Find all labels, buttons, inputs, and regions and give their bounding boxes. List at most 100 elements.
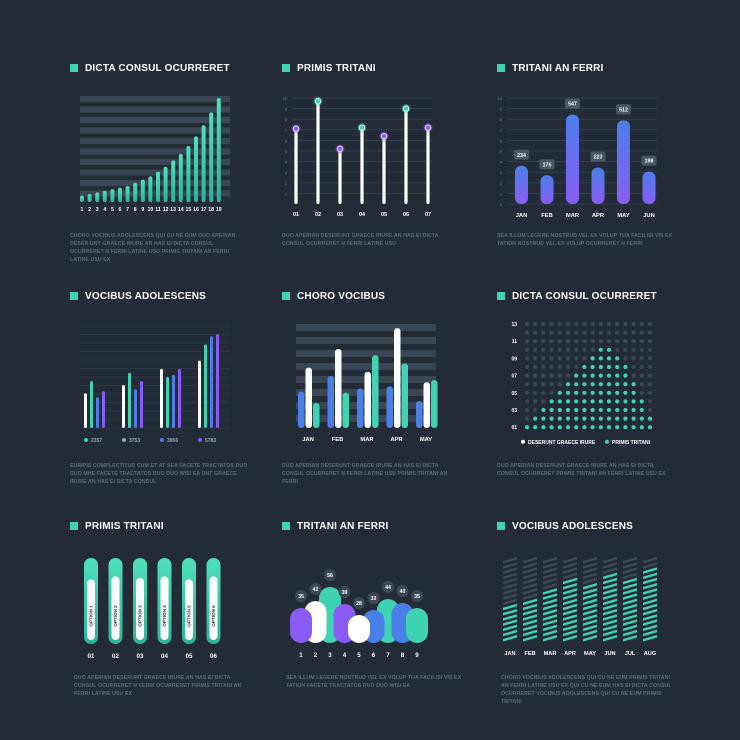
segment: [523, 567, 537, 574]
y-tick-label: 2: [500, 181, 503, 186]
segment: [603, 603, 617, 611]
x-tick-label: MAR: [544, 651, 557, 657]
data-label: 234: [517, 153, 526, 159]
y-tick-label: 5: [500, 149, 503, 154]
dot: [557, 382, 562, 387]
dot: [574, 356, 579, 361]
dot: [647, 382, 653, 387]
y-tick-label: 4: [285, 160, 288, 165]
segment: [503, 603, 517, 611]
bar: [87, 194, 92, 202]
bar: [84, 393, 87, 428]
y-tick-label: 07: [511, 374, 517, 380]
segment: [523, 614, 537, 621]
dot: [606, 399, 612, 404]
segment: [583, 593, 597, 600]
panel-caption: DUO APERIAN DESERUNT GRAECE IRURE AN HAS…: [497, 463, 666, 477]
dot: [598, 390, 603, 395]
x-tick-label: 1: [81, 207, 84, 213]
legend-label: 2357: [91, 438, 102, 444]
segment: [503, 609, 517, 616]
dot: [541, 364, 546, 370]
dot: [590, 390, 595, 395]
segment: [543, 588, 557, 595]
option-label: OPTION 5: [187, 605, 192, 627]
bar: [216, 98, 221, 202]
segment: [583, 629, 597, 637]
x-tick-label: 2: [314, 652, 318, 659]
segment: [543, 567, 557, 574]
lollipop-stick: [360, 127, 364, 204]
background-stripe: [80, 96, 230, 102]
bar: [431, 380, 438, 428]
dot: [574, 364, 579, 370]
segment: [623, 593, 637, 600]
y-tick-label: 3: [285, 170, 288, 175]
y-tick-label: 01: [511, 425, 517, 431]
background-stripe: [80, 127, 230, 134]
dot: [631, 339, 636, 344]
x-tick-label: APR: [592, 213, 605, 219]
capsule-fill: [136, 577, 144, 640]
lollipop-point: [314, 97, 322, 105]
bar: [566, 114, 579, 204]
dot: [647, 321, 653, 327]
segment: [503, 614, 517, 621]
background-stripe: [80, 159, 230, 165]
dot: [582, 399, 587, 404]
dot: [615, 399, 620, 404]
dot: [557, 330, 562, 335]
segment: [523, 593, 537, 600]
segment: [643, 567, 657, 574]
x-tick-label: 02: [315, 212, 321, 218]
segment: [503, 572, 517, 580]
segment: [563, 572, 577, 580]
value-bubble: [539, 159, 555, 170]
bar: [515, 165, 528, 204]
dot: [590, 382, 595, 387]
panel-title: VOCIBUS ADOLESCENS: [512, 520, 634, 532]
y-tick-label: 1: [285, 191, 288, 196]
segment: [543, 614, 557, 621]
x-tick-label: FEB: [541, 213, 553, 219]
bar: [171, 160, 176, 202]
panel-title: TRITANI AN FERRI: [512, 62, 604, 74]
dot: [631, 399, 636, 404]
dot: [639, 356, 644, 361]
segment: [503, 593, 517, 600]
dot: [639, 339, 644, 344]
lollipop-stick: [294, 128, 298, 204]
dot: [631, 373, 636, 378]
panel-5: CHORO VOCIBUS JAN FEB MAR APR MAY DUO APERIA…: [282, 290, 472, 490]
value-bubble: [338, 586, 351, 598]
lollipop-point: [424, 124, 432, 131]
bar: [172, 374, 175, 428]
dot: [631, 407, 636, 413]
panel-8: TRITANI AN FERRI 35 1 42 2 56 3 39 4 28 5 33 6 44 7 40…: [282, 520, 472, 720]
segment: [623, 567, 637, 574]
dot: [598, 339, 603, 344]
dot: [574, 416, 579, 421]
x-tick-label: 2: [88, 207, 91, 213]
y-tick-label: 13: [511, 322, 517, 328]
title-marker: [282, 64, 290, 72]
dot: [639, 382, 644, 387]
segment: [603, 588, 617, 595]
dot: [639, 373, 644, 378]
dot: [549, 339, 554, 344]
chart-7: OPTION 1 01 OPTION 2 02 OPTION 3 03 OPTION 4 04…: [84, 558, 221, 660]
dot: [541, 399, 546, 404]
dot: [574, 407, 579, 413]
dot: [598, 416, 603, 421]
dot: [623, 416, 628, 421]
y-tick-label: 6: [500, 138, 503, 143]
chart-6: 13 11 09 07 05 03 01 DESERUNT GRAECE IRURE PRIMI…: [511, 321, 653, 446]
x-tick-label: 03: [137, 653, 144, 660]
dot: [541, 407, 546, 413]
dot: [623, 364, 628, 370]
segment: [603, 577, 617, 585]
value-bubble: [565, 98, 580, 109]
dot: [615, 425, 620, 430]
value-bubble: [295, 590, 307, 602]
background-stripe: [296, 337, 436, 344]
